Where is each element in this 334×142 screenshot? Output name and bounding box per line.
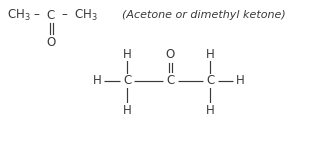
Text: C: C	[46, 9, 55, 22]
Text: H: H	[123, 104, 132, 117]
Text: C: C	[206, 74, 214, 87]
Text: C: C	[123, 74, 131, 87]
Text: C: C	[166, 74, 174, 87]
Text: –: –	[61, 8, 67, 21]
Text: (Acetone or dimethyl ketone): (Acetone or dimethyl ketone)	[122, 11, 286, 20]
Text: H: H	[93, 74, 102, 87]
Text: –: –	[34, 8, 39, 21]
Text: H: H	[123, 48, 132, 61]
Text: H: H	[206, 48, 215, 61]
Text: CH$_3$: CH$_3$	[7, 8, 31, 23]
Text: H: H	[206, 104, 215, 117]
Text: H: H	[236, 74, 244, 87]
Text: CH$_3$: CH$_3$	[74, 8, 98, 23]
Text: O: O	[47, 36, 56, 49]
Text: O: O	[166, 48, 175, 61]
